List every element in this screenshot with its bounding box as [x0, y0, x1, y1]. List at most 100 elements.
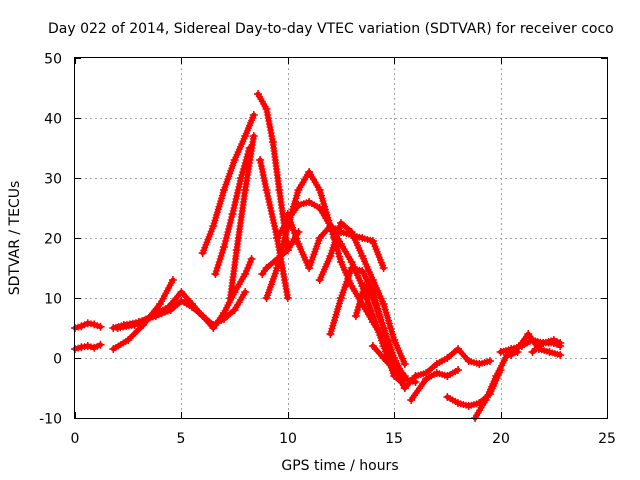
data-point [83, 319, 92, 328]
data-point [359, 288, 367, 296]
data-point [368, 312, 377, 320]
data-point [379, 264, 388, 272]
data-point [231, 201, 239, 209]
data-point [222, 234, 230, 242]
data-point [273, 264, 282, 272]
data-point [358, 234, 367, 242]
data-point [273, 234, 282, 242]
data-point [411, 372, 420, 380]
data-point [379, 342, 388, 350]
data-point [351, 312, 360, 320]
x-tick-label: 0 [71, 431, 80, 447]
data-point [279, 243, 286, 251]
data-point [268, 210, 276, 218]
data-point [217, 252, 225, 260]
data-point [74, 323, 82, 331]
x-axis-label: GPS time / hours [281, 458, 398, 474]
data-point [188, 300, 196, 308]
data-point [81, 321, 89, 329]
x-tick-label: 15 [385, 431, 403, 447]
data-point [265, 195, 272, 203]
data-point [347, 282, 356, 290]
data-point [337, 219, 345, 227]
data-point [464, 357, 473, 365]
data-point [168, 276, 177, 284]
data-point [230, 306, 239, 314]
y-tick-label: 0 [53, 352, 62, 368]
data-point [232, 246, 241, 254]
data-point [305, 168, 314, 176]
data-point [93, 342, 101, 350]
data-point [481, 396, 490, 404]
data-point [379, 354, 388, 362]
y-tick-label: 30 [44, 172, 62, 188]
y-tick-label: 10 [44, 292, 62, 308]
data-point [556, 339, 565, 347]
series-trace-1 [71, 319, 105, 332]
plot-frame [74, 57, 608, 419]
series-trace-25 [528, 336, 565, 356]
data-point [218, 249, 226, 257]
data-point [262, 294, 271, 302]
data-point [326, 222, 335, 230]
data-point [507, 351, 516, 359]
data-point [215, 258, 223, 266]
data-point [356, 297, 364, 305]
data-point [368, 237, 377, 245]
data-point [227, 216, 235, 224]
data-point [258, 270, 267, 278]
data-point [305, 198, 314, 206]
axis-ticks: 0 5 10 15 20 25 -10 0 10 20 30 40 50 [39, 52, 616, 448]
data-point [294, 240, 303, 248]
data-point [269, 213, 276, 221]
data-point [241, 186, 250, 194]
data-point [211, 270, 220, 278]
series-trace-4 [109, 276, 177, 353]
data-point [337, 240, 345, 248]
data-point [275, 255, 283, 263]
data-point [315, 186, 324, 194]
data-point [177, 297, 186, 305]
data-point [475, 360, 484, 368]
x-tick-label: 10 [279, 431, 297, 447]
data-point [354, 306, 362, 314]
data-point [267, 204, 274, 212]
data-point [337, 294, 345, 302]
y-tick-label: 20 [44, 232, 62, 248]
data-point [539, 339, 548, 347]
data-point [233, 189, 241, 197]
data-point [262, 105, 271, 113]
data-point [261, 180, 269, 188]
data-point [241, 288, 250, 296]
data-point [294, 201, 303, 209]
data-point [337, 258, 345, 266]
data-point [209, 222, 218, 230]
data-point [528, 348, 537, 356]
data-point [113, 324, 122, 332]
data-point [549, 336, 558, 344]
data-point [156, 300, 165, 308]
data-point [492, 372, 501, 380]
data-point [213, 264, 221, 272]
series-trace-2 [71, 340, 105, 353]
data-point [357, 294, 365, 302]
data-point [244, 264, 252, 272]
data-point [226, 294, 235, 302]
data-point [379, 324, 388, 332]
data-point [276, 252, 284, 260]
data-point [270, 219, 278, 227]
data-point [224, 228, 232, 236]
data-point [216, 255, 224, 263]
data-point [198, 249, 207, 257]
data-point [556, 351, 565, 359]
data-point [464, 402, 473, 410]
series-trace-19 [400, 345, 494, 392]
series-trace-5 [113, 255, 256, 332]
data-point [454, 366, 462, 374]
data-point [109, 345, 118, 353]
x-tick-label: 20 [492, 431, 510, 447]
data-point [230, 204, 238, 212]
data-point [443, 354, 452, 362]
series-trace-18 [368, 342, 420, 386]
